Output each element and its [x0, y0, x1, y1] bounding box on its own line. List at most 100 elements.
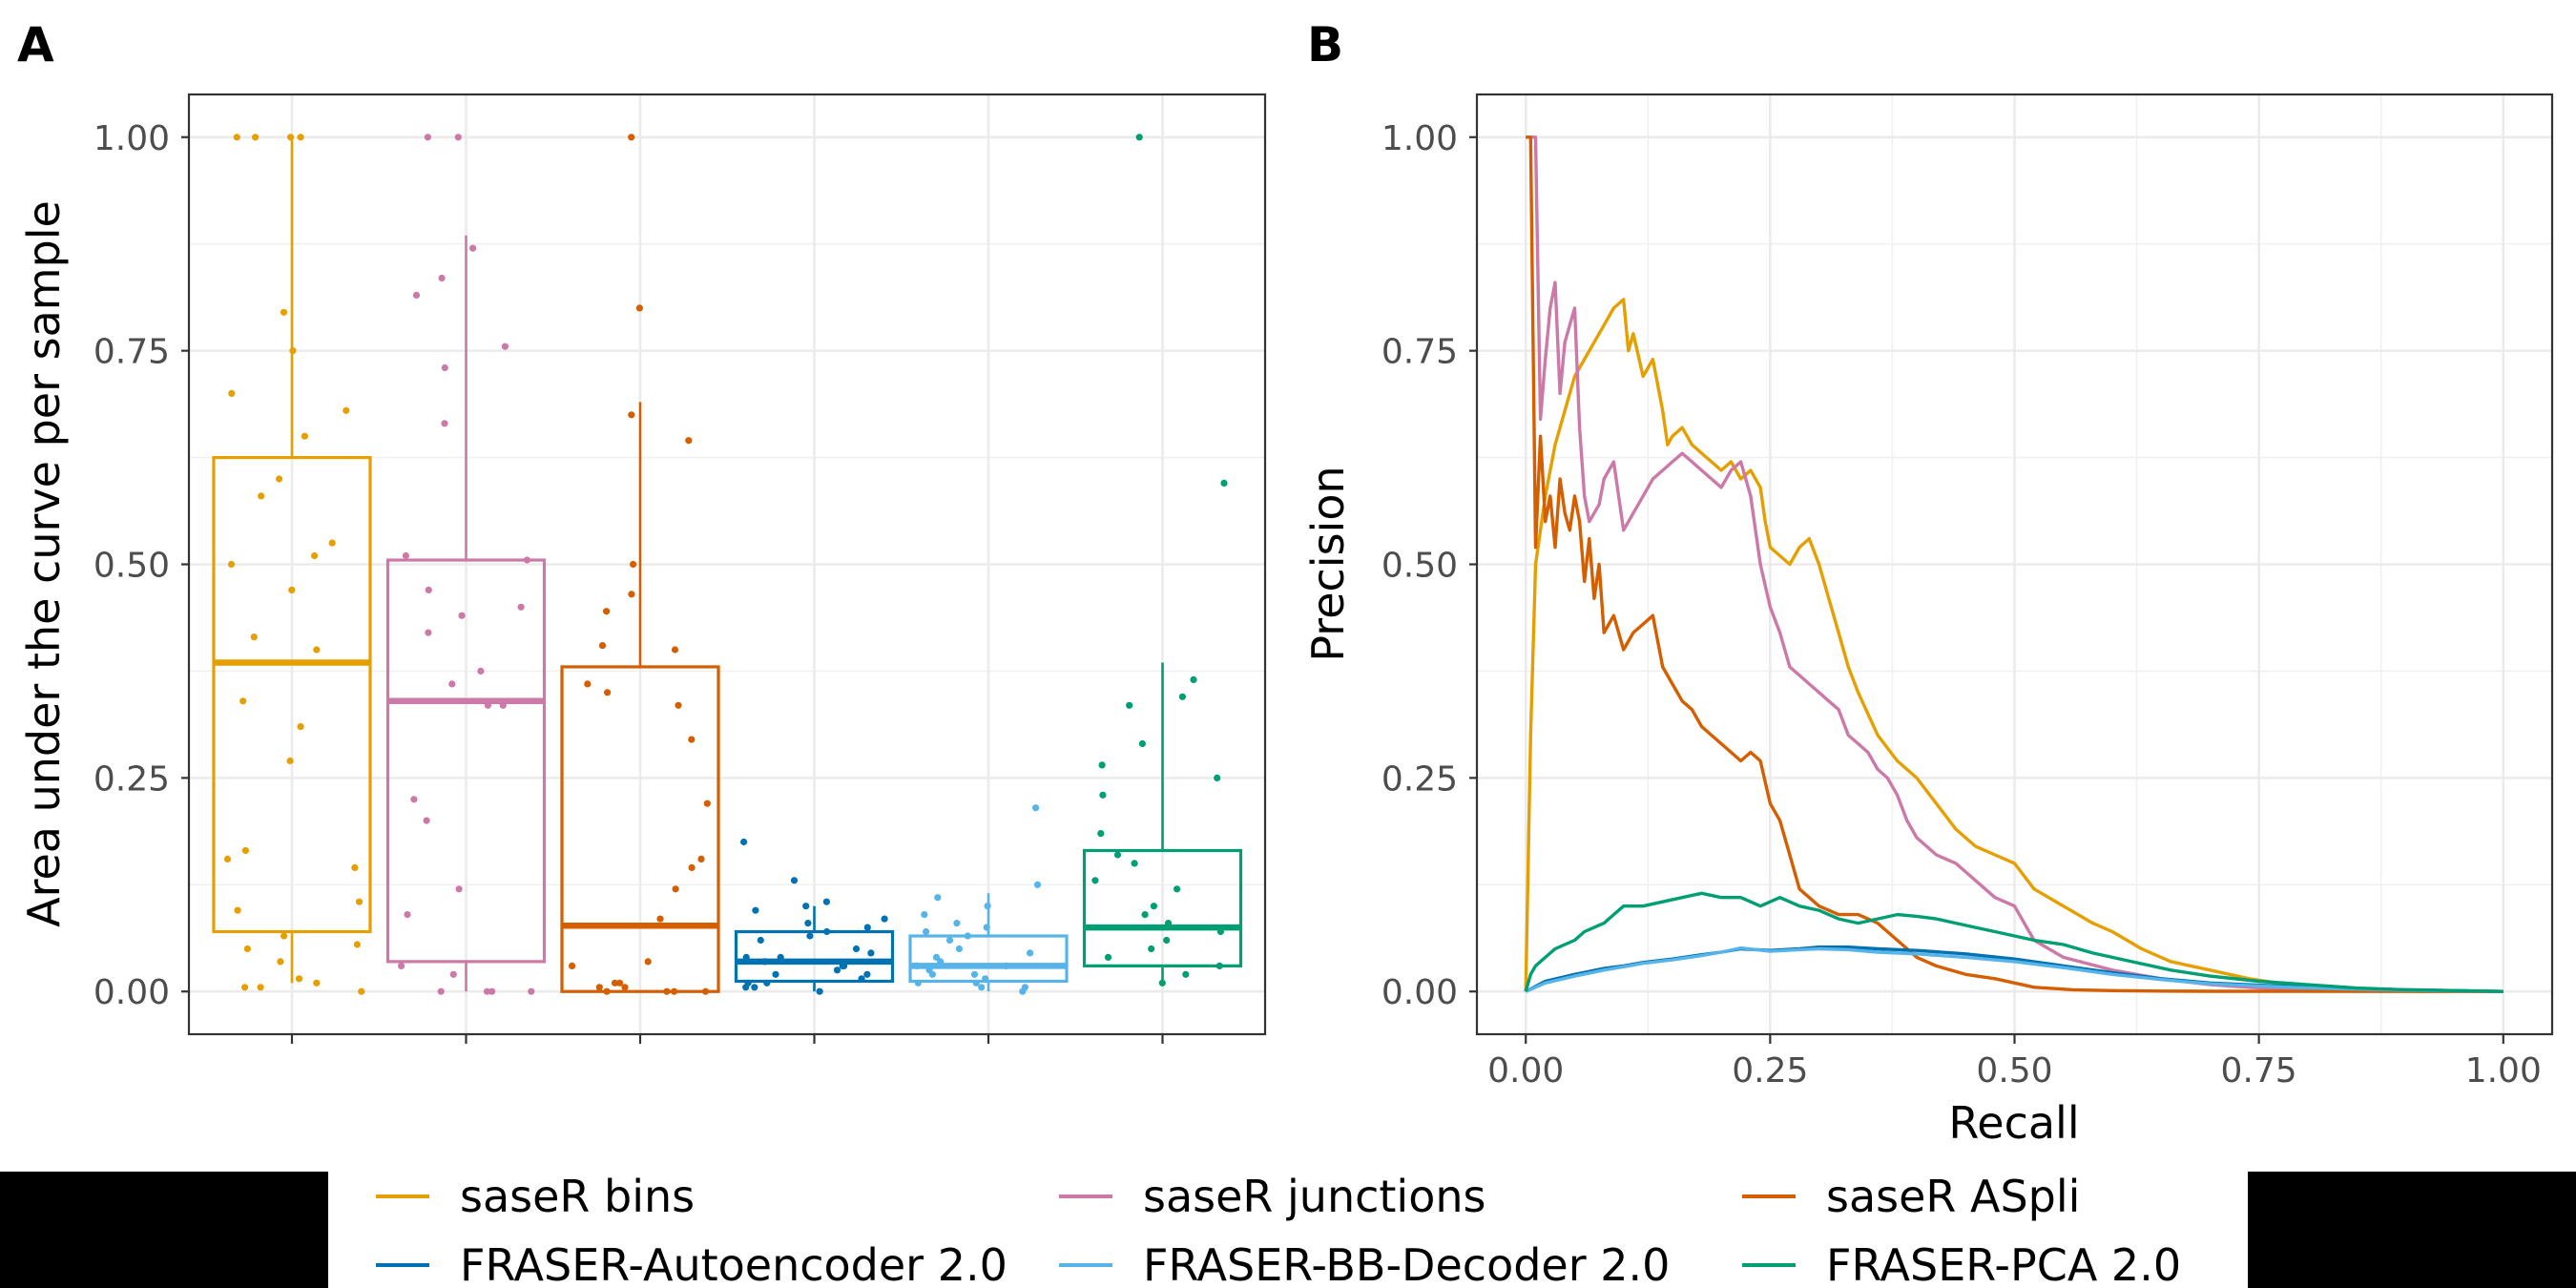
legend-item-saser-aspli: saseR ASpli: [1742, 1171, 2080, 1222]
data-point: [257, 984, 264, 991]
box-fraser-bb-decoder-2-0: [908, 893, 1069, 992]
x-tick-label: 0.25: [1732, 1051, 1808, 1091]
data-point: [234, 906, 241, 914]
data-point: [628, 591, 635, 598]
data-point: [772, 970, 779, 978]
y-tick-label: 1.00: [93, 119, 170, 158]
data-point: [1091, 877, 1099, 884]
data-point: [297, 134, 304, 141]
data-point: [448, 680, 456, 688]
data-point: [280, 932, 288, 940]
legend-label: FRASER-BB-Decoder 2.0: [1143, 1239, 1670, 1288]
panel-a-points: [223, 134, 1228, 995]
data-point: [953, 920, 961, 927]
data-point: [295, 975, 303, 983]
data-point: [584, 680, 592, 688]
legend: saseR bins saseR junctions saseR ASpli FRAS…: [376, 1171, 2181, 1288]
data-point: [1097, 830, 1105, 838]
data-point: [351, 863, 359, 872]
box-fraser-autoencoder-2-0: [734, 905, 895, 992]
panel-b-x-ticks: 0.00 0.25 0.50 0.75 1.00: [1487, 1034, 2542, 1091]
data-point: [241, 846, 249, 855]
data-point: [675, 701, 682, 709]
data-point: [412, 291, 421, 299]
data-point: [945, 936, 954, 945]
data-point: [621, 984, 629, 991]
data-point: [353, 941, 361, 948]
data-point: [402, 551, 409, 560]
data-point: [1099, 791, 1107, 799]
data-point: [1126, 701, 1133, 709]
legend-item-fraser-pca-2-0: FRASER-PCA 2.0: [1742, 1239, 2181, 1288]
data-point: [483, 987, 491, 995]
x-tick-label: 1.00: [2465, 1051, 2542, 1091]
data-point: [1027, 949, 1034, 957]
y-tick-label: 0.25: [1381, 759, 1458, 799]
data-point: [517, 603, 525, 611]
data-point: [528, 987, 535, 995]
series-fraser-pca-2-0: [1524, 891, 2503, 993]
legend-item-saser-junctions: saseR junctions: [1059, 1171, 1485, 1222]
data-point: [1178, 693, 1186, 700]
data-point: [455, 885, 463, 893]
data-point: [1190, 675, 1197, 684]
data-point: [313, 646, 321, 654]
data-point: [424, 134, 431, 141]
data-point: [243, 945, 251, 953]
x-tick-label: 0.75: [2221, 1051, 2297, 1091]
legend-mask-right: [2248, 1172, 2576, 1288]
data-point: [1113, 851, 1122, 859]
data-point: [228, 389, 236, 397]
data-point: [277, 958, 284, 966]
data-point: [343, 406, 350, 414]
data-point: [1150, 903, 1157, 910]
data-point: [297, 723, 304, 731]
data-point: [241, 984, 249, 991]
panel-b-y-ticks: 0.00 0.25 0.50 0.75 1.00: [1381, 119, 1477, 1012]
data-point: [970, 970, 979, 978]
box-body: [212, 455, 372, 934]
y-tick-label: 0.00: [1381, 973, 1458, 1012]
data-point: [1135, 134, 1143, 141]
data-point: [488, 987, 496, 995]
data-point: [286, 757, 294, 765]
panel-a: 0.00 0.25 0.50 0.75 1.00 Area under the curv…: [18, 93, 1267, 1044]
data-point: [863, 970, 871, 978]
y-tick-label: 0.00: [93, 973, 170, 1012]
data-point: [223, 855, 232, 863]
panel-a-label: A: [17, 17, 54, 73]
legend-label: saseR bins: [460, 1171, 695, 1222]
data-point: [404, 911, 411, 919]
panel-a-y-ticks: 0.00 0.25 0.50 0.75 1.00: [93, 119, 189, 1012]
data-point: [1214, 774, 1221, 782]
data-point: [672, 885, 679, 893]
data-point: [1033, 881, 1042, 888]
y-tick-label: 0.25: [93, 759, 170, 799]
data-point: [955, 945, 964, 953]
data-point: [438, 274, 446, 282]
series-saser-junctions: [1526, 135, 2503, 993]
data-point: [867, 949, 875, 957]
legend-label: FRASER-Autoencoder 2.0: [460, 1239, 1008, 1288]
data-point: [469, 244, 477, 252]
data-point: [233, 134, 240, 141]
legend-item-fraser-bb-decoder-2-0: FRASER-BB-Decoder 2.0: [1059, 1239, 1670, 1288]
legend-label: FRASER-PCA 2.0: [1826, 1239, 2181, 1288]
data-point: [1104, 953, 1112, 962]
data-point: [258, 492, 265, 500]
data-point: [816, 987, 823, 995]
box-fraser-pca-2-0: [1082, 662, 1243, 984]
data-point: [423, 817, 430, 824]
data-point: [569, 962, 576, 970]
panel-b-x-label: Recall: [1948, 1097, 2079, 1149]
data-point: [923, 927, 930, 936]
box-saser-junctions: [385, 235, 547, 992]
data-point: [1131, 860, 1138, 867]
panel-a-x-ticks: [290, 1034, 1164, 1044]
y-tick-label: 0.50: [93, 547, 170, 586]
data-point: [934, 894, 942, 902]
data-point: [1032, 804, 1040, 812]
panel-b: 0.00 0.25 0.50 0.75 1.00 0.00 0.25 0.50 0.75 1.0…: [1302, 93, 2554, 1149]
series-saser-aspli: [1526, 135, 2503, 993]
